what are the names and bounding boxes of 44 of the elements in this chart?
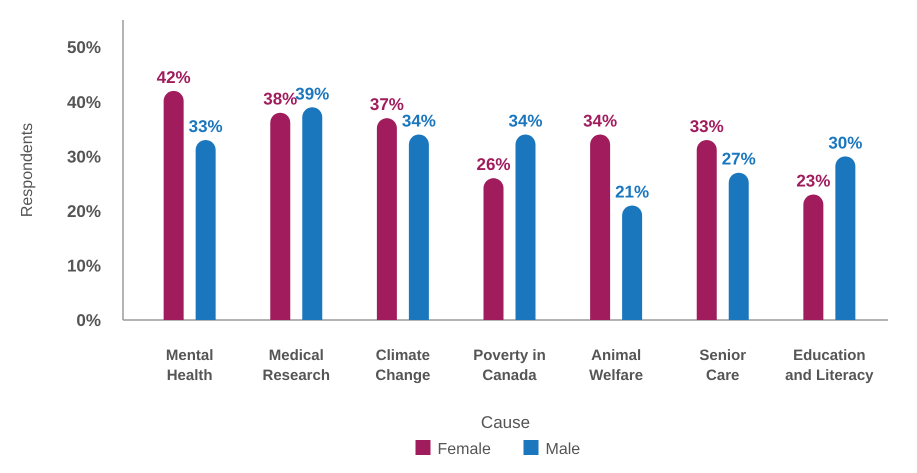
x-tick-label: Climate Change bbox=[375, 347, 430, 384]
y-tick-label: 0% bbox=[76, 310, 101, 330]
x-tick-label: Animal Welfare bbox=[589, 347, 644, 384]
data-label: 23% bbox=[796, 172, 830, 191]
x-axis-title: Cause bbox=[480, 413, 530, 432]
bar bbox=[196, 140, 216, 320]
bar bbox=[803, 194, 824, 320]
bar bbox=[622, 205, 642, 320]
data-label: 34% bbox=[508, 112, 543, 131]
data-label: 26% bbox=[476, 155, 511, 174]
bar bbox=[408, 134, 429, 320]
data-label: 42% bbox=[156, 68, 191, 87]
data-label: 30% bbox=[828, 133, 862, 152]
bar bbox=[302, 107, 322, 320]
y-tick-label: 20% bbox=[66, 202, 101, 221]
data-label: 34% bbox=[402, 112, 436, 131]
legend-label: Female bbox=[438, 441, 491, 458]
y-tick-label: 10% bbox=[66, 256, 101, 276]
bar bbox=[728, 172, 749, 320]
y-tick-label: 40% bbox=[66, 92, 101, 112]
x-tick-label: Senior Care bbox=[699, 347, 746, 384]
bar bbox=[590, 134, 610, 320]
data-label: 27% bbox=[722, 150, 756, 169]
data-label: 21% bbox=[615, 182, 650, 202]
bar bbox=[516, 134, 536, 320]
x-tick-label: Mental Health bbox=[166, 347, 214, 384]
bar bbox=[376, 118, 397, 320]
legend-label: Male bbox=[546, 441, 580, 458]
bar bbox=[164, 90, 184, 320]
bar bbox=[484, 178, 504, 320]
data-label: 34% bbox=[583, 112, 618, 131]
y-axis-title: Respondents bbox=[19, 122, 36, 218]
x-tick-label: Medical Research bbox=[262, 347, 330, 384]
y-tick-label: 30% bbox=[66, 147, 101, 166]
y-tick-label: 50% bbox=[66, 38, 101, 58]
x-tick-label: Education and Literacy bbox=[785, 347, 874, 384]
data-label: 37% bbox=[370, 95, 404, 114]
bar bbox=[696, 140, 717, 320]
bar bbox=[835, 156, 856, 320]
x-tick-label: Poverty in Canada bbox=[473, 347, 546, 384]
data-label: 33% bbox=[188, 117, 223, 136]
data-label: 33% bbox=[690, 117, 724, 136]
data-label: 38% bbox=[263, 90, 298, 109]
bar bbox=[270, 112, 290, 320]
